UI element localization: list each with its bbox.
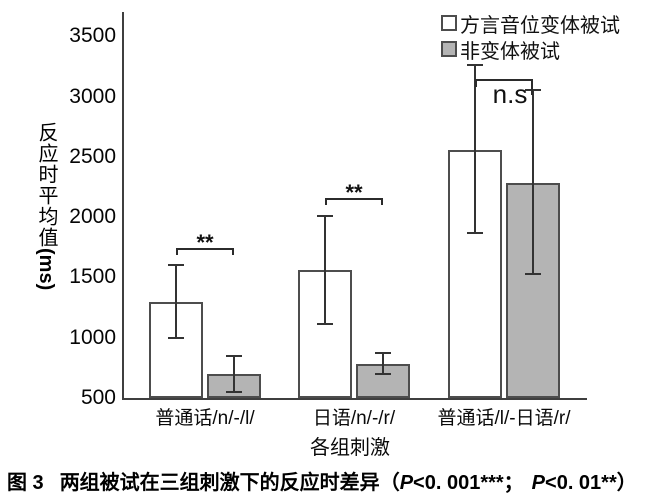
- caption-prefix: 图 3: [7, 472, 44, 494]
- significance-bracket: [325, 198, 383, 200]
- figure-caption: 图 3 两组被试在三组刺激下的反应时差异（P<0. 001***； P<0. 01*…: [7, 466, 637, 495]
- error-bar-cap-top: [317, 214, 333, 217]
- y-tick-label: 1500: [69, 265, 116, 289]
- legend-label: 方言音位变体被试: [460, 14, 620, 37]
- bar-non-variant-group2: [356, 364, 410, 398]
- error-bar-cap-bottom: [375, 372, 391, 375]
- significance-bracket-tick: [232, 248, 234, 255]
- significance-label: n.s: [492, 79, 528, 109]
- legend-label: 非变体被试: [460, 40, 560, 63]
- y-tick-label: 2500: [69, 144, 116, 168]
- y-tick-label: 1000: [69, 325, 116, 349]
- error-bar-line: [532, 90, 534, 274]
- error-bar-cap-bottom: [168, 336, 184, 339]
- error-bar-cap-bottom: [226, 390, 242, 393]
- error-bar-line: [233, 356, 235, 392]
- legend-item-non-variant: 非变体被试: [441, 36, 620, 63]
- y-axis-title: 反应时平均值(ms): [33, 122, 59, 290]
- x-tick-label: 日语/n/-/r/: [312, 408, 396, 429]
- legend-swatch-white-icon: [441, 15, 457, 31]
- caption-text: 两组被试在三组刺激下的反应时差异: [59, 472, 380, 494]
- y-axis-line: [122, 12, 124, 400]
- error-bar-line: [382, 353, 384, 374]
- y-tick-label: 3000: [69, 84, 116, 108]
- significance-label: **: [196, 230, 214, 255]
- legend-swatch-gray-icon: [441, 41, 457, 57]
- error-bar-cap-bottom: [525, 272, 541, 275]
- caption-stats-1: <0. 001***；: [413, 472, 524, 494]
- legend: 方言音位变体被试 非变体被试: [441, 10, 620, 63]
- significance-bracket-tick: [325, 198, 327, 205]
- caption-stats-open: （: [379, 472, 400, 494]
- error-bar-cap-bottom: [467, 231, 483, 234]
- significance-bracket-tick: [531, 79, 533, 95]
- significance-bracket-tick: [475, 79, 477, 87]
- x-tick-label: 普通话/n/-/l/: [155, 408, 255, 429]
- error-bar-cap-top: [467, 64, 483, 67]
- significance-bracket: [475, 79, 533, 81]
- significance-bracket-tick: [176, 248, 178, 255]
- x-axis-line: [122, 398, 587, 400]
- caption-stats-2: <0. 01**）: [545, 472, 637, 494]
- legend-item-dialect-variant: 方言音位变体被试: [441, 10, 620, 37]
- y-axis-title-text: 反应时平均值: [35, 122, 57, 248]
- y-tick-label: 2000: [69, 205, 116, 229]
- error-bar-cap-top: [226, 355, 242, 358]
- x-tick-label: 普通话/l/-日语/r/: [437, 408, 571, 429]
- caption-p-symbol: P: [399, 472, 414, 494]
- error-bar-cap-bottom: [317, 322, 333, 325]
- x-axis-title: 各组刺激: [310, 437, 390, 459]
- significance-bracket: [176, 248, 234, 250]
- y-tick-label: 500: [80, 386, 116, 409]
- error-bar-cap-top: [168, 264, 184, 267]
- caption-p-symbol: P: [531, 472, 546, 494]
- y-axis-unit: (ms): [35, 248, 57, 291]
- error-bar-line: [175, 265, 177, 338]
- plot-area: ** ** n.s 500 1000 1500 2000 2500 3000 3500 普通话/n/…: [69, 12, 587, 429]
- error-bar-line: [324, 215, 326, 324]
- y-tick-label: 3500: [69, 24, 116, 48]
- error-bar-line: [474, 65, 476, 233]
- error-bar-cap-top: [375, 352, 391, 355]
- significance-bracket-tick: [381, 198, 383, 205]
- error-bar-cap-top: [525, 89, 541, 92]
- significance-label: **: [345, 180, 363, 205]
